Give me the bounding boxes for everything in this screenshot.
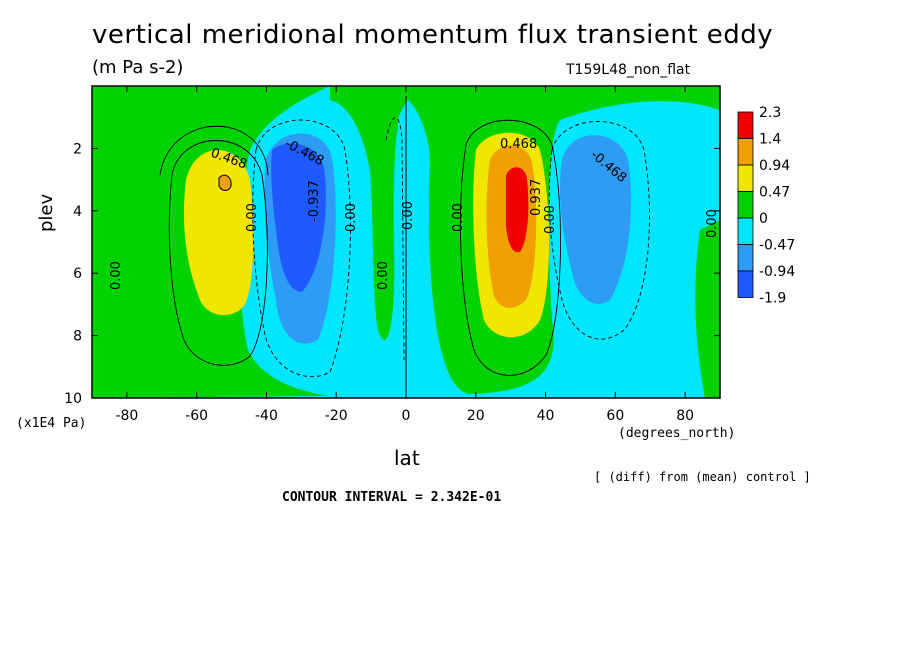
colorbar-swatch-1 [737, 138, 754, 166]
contour-line-1 [159, 125, 269, 176]
colorbar-swatch-4 [737, 217, 754, 245]
colorbar-label-3: 0.47 [759, 185, 790, 201]
y-tick-label-2: 6 [73, 266, 82, 282]
colorbar-swatch-6 [737, 270, 754, 298]
colorbar-label-2: 0.94 [759, 158, 790, 174]
contour-label-4: 0.00 [344, 203, 359, 232]
colorbar-swatch-2 [737, 164, 754, 192]
colorbar-label-7: -1.9 [759, 291, 786, 307]
contour-label-2: 0.00 [245, 203, 260, 232]
x-tick-label-3: -20 [325, 408, 348, 424]
contour-line-3 [460, 119, 561, 376]
colorbar-swatch-0 [737, 111, 754, 139]
contour-label-6: 0.00 [451, 203, 466, 232]
contour-label-3: -0.937 [307, 180, 322, 222]
contour-line-4 [548, 121, 650, 340]
x-tick-label-2: -40 [255, 408, 278, 424]
x-axis-label: lat [394, 446, 420, 470]
positive-lobe-south [183, 150, 254, 316]
chart-units: (m Pa s-2) [92, 57, 184, 78]
field-zero-region-2 [695, 220, 720, 398]
x-tick-label-6: 40 [537, 408, 555, 424]
field-zero-region-3 [92, 230, 117, 390]
contour-label-7: 0.00 [376, 261, 391, 290]
equator-negative-strip [398, 106, 418, 345]
y-tick-label-0: 2 [73, 141, 82, 157]
x-axis-unit: (degrees_north) [618, 426, 736, 441]
contour-label-5: 0.00 [401, 201, 416, 230]
positive-core-north [506, 167, 529, 253]
contour-label-9: 0.468 [500, 137, 537, 152]
colorbar-swatch-3 [737, 191, 754, 219]
contour-label-10: 0.937 [529, 179, 544, 216]
x-tick-label-4: 0 [402, 408, 411, 424]
colorbar-label-6: -0.94 [759, 264, 795, 280]
contour-line-5 [385, 117, 405, 361]
contour-label-11: 0.00 [543, 205, 558, 234]
y-tick-label-4: 10 [64, 391, 82, 407]
contour-label-8: 0.00 [109, 261, 124, 290]
y-tick-label-1: 4 [73, 204, 82, 220]
contour-line-2 [252, 119, 351, 378]
diff-note: [ (diff) from (mean) control ] [594, 470, 811, 484]
y-tick-label-3: 8 [73, 329, 82, 345]
colorbar-label-5: -0.47 [759, 238, 795, 254]
axes: -80 -60 -40 -20 0 20 40 60 80 2 4 6 8 10 [64, 86, 720, 424]
negative-core-south [271, 143, 326, 292]
y-axis-unit: (x1E4 Pa) [16, 416, 87, 431]
negative-lobe-north [559, 135, 632, 304]
colorbar-label-0: 2.3 [759, 105, 781, 121]
colorbar-label-1: 1.4 [759, 132, 781, 148]
x-tick-label-0: -80 [115, 408, 138, 424]
x-tick-label-1: -60 [185, 408, 208, 424]
run-label: T159L48_non_flat [566, 62, 691, 78]
x-tick-label-8: 80 [676, 408, 694, 424]
contour-label-13: 0.00 [705, 209, 720, 238]
contour-line-0 [168, 140, 268, 366]
colorbar: 2.3 1.4 0.94 0.47 0 -0.47 -0.94 -1.9 [737, 105, 795, 307]
positive-core-south [218, 174, 232, 191]
colorbar-label-4: 0 [759, 211, 768, 227]
x-tick-label-5: 20 [467, 408, 485, 424]
x-tick-label-7: 60 [606, 408, 624, 424]
chart-title: vertical meridional momentum flux transi… [92, 20, 774, 50]
colorbar-swatch-5 [737, 244, 754, 272]
contour-interval-note: CONTOUR INTERVAL = 2.342E-01 [282, 490, 502, 505]
